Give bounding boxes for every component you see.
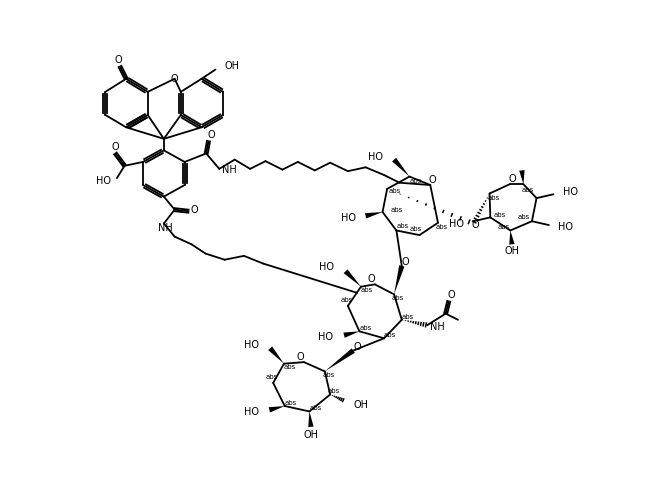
Text: abs: abs (498, 224, 510, 230)
Polygon shape (343, 331, 359, 338)
Text: O: O (367, 274, 375, 284)
Polygon shape (519, 170, 524, 184)
Polygon shape (394, 265, 404, 294)
Text: O: O (112, 142, 119, 152)
Text: abs: abs (389, 188, 401, 194)
Text: O: O (447, 290, 455, 300)
Text: O: O (115, 55, 123, 65)
Text: abs: abs (402, 313, 414, 320)
Text: abs: abs (392, 295, 404, 301)
Text: O: O (296, 352, 304, 362)
Text: abs: abs (518, 214, 530, 220)
Text: abs: abs (322, 372, 335, 378)
Polygon shape (344, 269, 361, 287)
Text: O: O (429, 175, 437, 185)
Text: NH: NH (158, 223, 173, 233)
Text: O: O (472, 220, 479, 230)
Text: HO: HO (244, 407, 259, 417)
Text: abs: abs (310, 405, 322, 411)
Text: HO: HO (341, 213, 356, 223)
Text: O: O (171, 74, 179, 84)
Polygon shape (308, 411, 313, 427)
Polygon shape (392, 158, 410, 177)
Text: abs: abs (436, 224, 448, 230)
Text: OH: OH (303, 430, 319, 439)
Text: abs: abs (493, 212, 506, 218)
Polygon shape (509, 231, 515, 245)
Polygon shape (365, 212, 382, 218)
Text: abs: abs (285, 400, 297, 406)
Text: abs: abs (410, 226, 422, 232)
Polygon shape (269, 406, 284, 413)
Text: HO: HO (368, 152, 382, 162)
Text: O: O (353, 342, 361, 352)
Text: abs: abs (521, 187, 533, 193)
Text: NH: NH (430, 322, 445, 332)
Text: NH: NH (223, 165, 237, 176)
Text: HO: HO (319, 262, 334, 272)
Text: abs: abs (284, 364, 296, 370)
Text: O: O (191, 205, 199, 215)
Text: abs: abs (384, 332, 397, 338)
Text: O: O (508, 174, 516, 184)
Text: HO: HO (95, 176, 111, 186)
Text: O: O (402, 257, 410, 267)
Text: abs: abs (361, 287, 373, 293)
Polygon shape (325, 348, 355, 372)
Text: abs: abs (340, 297, 352, 303)
Text: abs: abs (266, 374, 278, 380)
Text: O: O (207, 130, 215, 140)
Text: HO: HO (318, 332, 333, 343)
Text: HO: HO (449, 219, 464, 229)
Text: abs: abs (328, 387, 340, 394)
Text: abs: abs (397, 223, 409, 229)
Polygon shape (268, 347, 284, 364)
Text: abs: abs (487, 195, 499, 201)
Text: HO: HO (562, 187, 578, 197)
Text: abs: abs (390, 207, 402, 213)
Text: HO: HO (244, 340, 259, 350)
Text: abs: abs (359, 325, 372, 331)
Text: abs: abs (410, 178, 422, 184)
Text: OH: OH (504, 246, 519, 256)
Text: OH: OH (224, 62, 240, 71)
Text: OH: OH (353, 400, 368, 410)
Text: HO: HO (558, 222, 573, 233)
